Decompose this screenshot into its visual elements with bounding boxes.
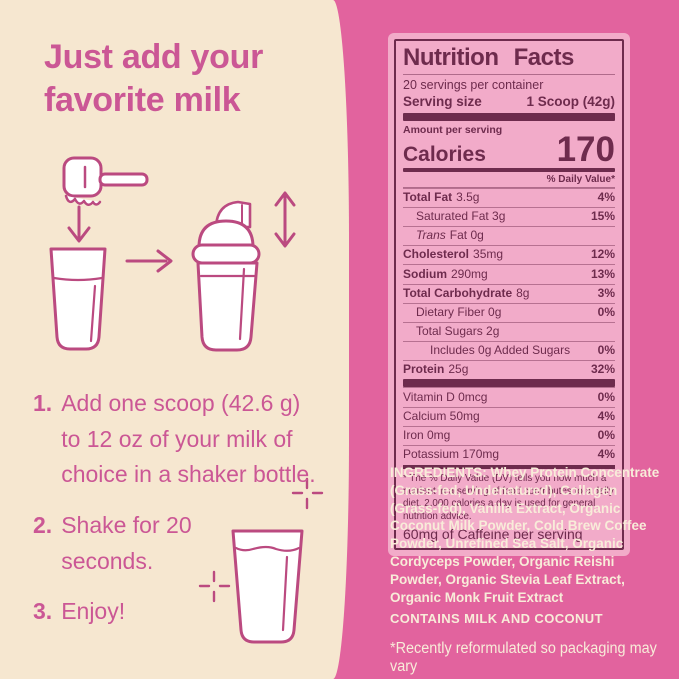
nutrient-name-bold: Total Fat <box>403 189 453 204</box>
nutrient-name: Includes 0g Added Sugars <box>430 343 571 358</box>
nutrient-name: Iron 0mg <box>403 427 451 443</box>
step-item: 2. Shake for 20 seconds. <box>33 508 338 579</box>
nutrient-name: Sodium 290mg <box>403 266 488 282</box>
nutrient-daily-value: 4% <box>597 408 615 423</box>
step-number: 2. <box>33 511 53 538</box>
thick-divider <box>403 113 615 121</box>
nutrient-row: Vitamin D 0mcg 0% <box>403 387 615 406</box>
step-item: 3. Enjoy! <box>33 594 338 630</box>
nutrient-daily-value: 0% <box>597 389 615 404</box>
nutrient-name-bold: Sodium <box>403 266 447 281</box>
nutrient-name: Potassium 170mg <box>403 447 500 462</box>
nutrient-row: Saturated Fat 3g 15% <box>403 206 615 226</box>
reformulated-note: *Recently reformulated so packaging may … <box>390 640 657 675</box>
ingredients-text: INGREDIENTS: Whey Protein Concentrate (G… <box>390 465 660 605</box>
nutrient-amount: 3.5g <box>456 189 480 204</box>
thick-divider <box>403 379 615 388</box>
calories-row: Calories 170 <box>403 130 615 169</box>
nutrient-name-italic: Trans <box>416 228 446 243</box>
nutrient-daily-value: 3% <box>597 285 615 300</box>
nutrient-daily-value: 32% <box>590 362 615 377</box>
nutrient-name: Dietary Fiber 0g <box>416 304 502 320</box>
caffeine-note: 60mg of Caffeine per serving <box>403 526 583 543</box>
nutrient-name: Trans Fat 0g <box>416 228 484 243</box>
nutrient-row: Total Sugars 2g <box>403 321 615 341</box>
serving-size-label: Serving size <box>403 94 482 109</box>
nutrient-amount: 35mg <box>473 247 504 262</box>
step-number: 1. <box>33 390 53 416</box>
amount-per-serving-label: Amount per serving <box>403 124 503 136</box>
nutrient-row: Calcium 50mg 4% <box>403 406 615 426</box>
nutrient-row: Total Fat 3.5g 4% <box>403 187 615 207</box>
nutrient-daily-value: 4% <box>597 189 615 204</box>
step-text: Shake for 20 seconds. <box>61 511 192 574</box>
nutrient-amount: Total Sugars 2g <box>416 324 500 339</box>
nutrient-amount: Includes 0g Added Sugars <box>430 343 571 358</box>
nutrient-name: Saturated Fat 3g <box>416 209 506 224</box>
nutrient-rows: Total Fat 3.5g 4% Saturated Fat 3g 15% Tr… <box>403 187 615 380</box>
nutrition-label: Nutrition Facts 20 servings per containe… <box>388 33 630 557</box>
steps-list: 1. Add one scoop (42.6 g) to 12 oz of yo… <box>33 386 338 645</box>
nutrient-name: Calcium 50mg <box>403 408 480 424</box>
nutrient-name-bold: Total Carbohydrate <box>403 285 513 300</box>
nutrient-name-bold: Cholesterol <box>403 247 470 262</box>
nutrient-row: Protein 25g 32% <box>403 360 615 379</box>
nutrient-amount: 290mg <box>451 266 488 281</box>
nutrient-name: Vitamin D 0mcg <box>403 389 488 405</box>
nutrition-label-inner: Nutrition Facts 20 servings per containe… <box>394 39 624 551</box>
nutrient-daily-value: 15% <box>590 209 615 224</box>
serving-size-row: Serving size 1 Scoop (42g) <box>403 93 615 113</box>
nutrient-amount: Calcium 50mg <box>403 408 480 423</box>
nutrient-name-bold: Protein <box>403 362 445 377</box>
nutrient-name: Total Carbohydrate 8g <box>403 285 530 301</box>
nutrient-row: Includes 0g Added Sugars 0% <box>403 341 615 360</box>
micronutrient-rows: Vitamin D 0mcg 0% Calcium 50mg 4% Iron 0… <box>403 387 615 464</box>
nutrient-amount: 8g <box>516 285 530 300</box>
serving-size-value: 1 Scoop (42g) <box>526 94 615 109</box>
nutrient-name: Protein 25g <box>403 363 468 377</box>
calories-value: 170 <box>556 130 615 169</box>
nutrient-daily-value: 13% <box>590 266 615 281</box>
nutrient-name: Total Sugars 2g <box>416 324 500 339</box>
nutrient-name: Total Fat 3.5g <box>403 189 480 205</box>
nutrient-amount: Saturated Fat 3g <box>416 209 506 224</box>
step-item: 1. Add one scoop (42.6 g) to 12 oz of yo… <box>33 386 338 493</box>
contains-statement: CONTAINS MILK AND COCONUT <box>390 611 603 626</box>
nutrient-name: Cholesterol 35mg <box>403 247 504 262</box>
step-text: Enjoy! <box>61 598 126 625</box>
nutrient-row: Cholesterol 35mg 12% <box>403 245 615 264</box>
nutrient-daily-value: 0% <box>597 304 615 319</box>
nutrient-daily-value: 4% <box>597 447 615 462</box>
step-text: Add one scoop (42.6 g) to 12 oz of your … <box>61 390 316 488</box>
page-title: Just add your favorite milk <box>44 38 264 119</box>
nutrition-title: Nutrition Facts <box>403 44 615 75</box>
calories-label: Calories <box>403 142 486 166</box>
nutrient-row: Dietary Fiber 0g 0% <box>403 302 615 322</box>
nutrient-amount: 25g <box>448 362 469 377</box>
nutrient-row: Iron 0mg 0% <box>403 425 615 445</box>
nutrient-amount: Potassium 170mg <box>403 447 500 462</box>
nutrient-amount: Fat 0g <box>449 228 484 243</box>
nutrient-daily-value: 12% <box>590 247 615 262</box>
medium-divider <box>403 167 615 172</box>
nutrient-amount: Iron 0mg <box>403 427 451 442</box>
nutrient-row: Sodium 290mg 13% <box>403 264 615 283</box>
nutrient-row: Total Carbohydrate 8g 3% <box>403 283 615 303</box>
daily-value-header: % Daily Value* <box>403 172 615 188</box>
nutrient-row: Potassium 170mg 4% <box>403 444 615 464</box>
daily-value-footnote: * The % Daily Value (DV) tells you how m… <box>403 465 615 523</box>
servings-per-container: 20 servings per container <box>403 78 544 92</box>
nutrient-amount: Dietary Fiber 0g <box>416 304 502 319</box>
nutrient-row: Trans Fat 0g <box>403 226 615 245</box>
nutrient-daily-value: 0% <box>597 343 615 358</box>
nutrient-amount: Vitamin D 0mcg <box>403 389 488 404</box>
step-number: 3. <box>33 598 53 625</box>
nutrient-daily-value: 0% <box>597 427 615 442</box>
